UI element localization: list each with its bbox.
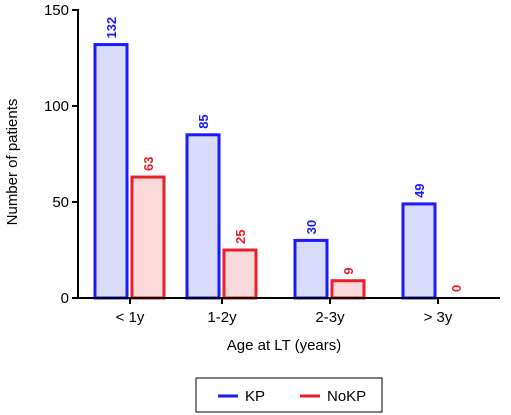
bar-kp-1 <box>185 133 221 300</box>
bar-kp-3 <box>401 202 437 300</box>
legend: KP NoKP <box>195 377 383 413</box>
x-tick-label-0: < 1y <box>116 309 145 326</box>
x-tick-label-2: 2-3y <box>315 309 345 326</box>
data-label-kp-1: 85 <box>196 114 211 128</box>
y-axis-ticks: 0 50 100 150 <box>44 2 78 307</box>
bar-kp-2 <box>293 238 329 300</box>
data-label-nokp-1: 25 <box>233 230 248 244</box>
legend-box <box>195 377 383 413</box>
bar-nokp-2 <box>330 279 366 300</box>
data-label-kp-3: 49 <box>412 183 427 197</box>
data-label-nokp-3: 0 <box>449 285 464 292</box>
data-labels-layer: 132 63 85 25 30 9 49 0 <box>104 17 464 292</box>
data-label-kp-2: 30 <box>304 220 319 234</box>
y-tick-label-0: 0 <box>61 290 69 307</box>
legend-label-nokp: NoKP <box>327 388 366 405</box>
bars-layer <box>93 43 437 300</box>
bar-nokp-1 <box>222 248 258 300</box>
data-label-nokp-0: 63 <box>141 157 156 171</box>
y-axis-title: Number of patients <box>4 99 21 226</box>
bar-nokp-0 <box>130 175 166 300</box>
data-label-kp-0: 132 <box>104 17 119 39</box>
legend-label-kp: KP <box>245 388 265 405</box>
x-axis-title: Age at LT (years) <box>227 337 342 354</box>
y-tick-label-50: 50 <box>52 194 69 211</box>
bar-kp-0 <box>93 43 129 300</box>
data-label-nokp-2: 9 <box>341 267 356 274</box>
y-tick-label-150: 150 <box>44 2 69 19</box>
y-tick-label-100: 100 <box>44 98 69 115</box>
x-axis-ticks: < 1y 1-2y 2-3y > 3y <box>116 298 453 326</box>
x-tick-label-1: 1-2y <box>207 309 237 326</box>
x-tick-label-3: > 3y <box>424 309 453 326</box>
